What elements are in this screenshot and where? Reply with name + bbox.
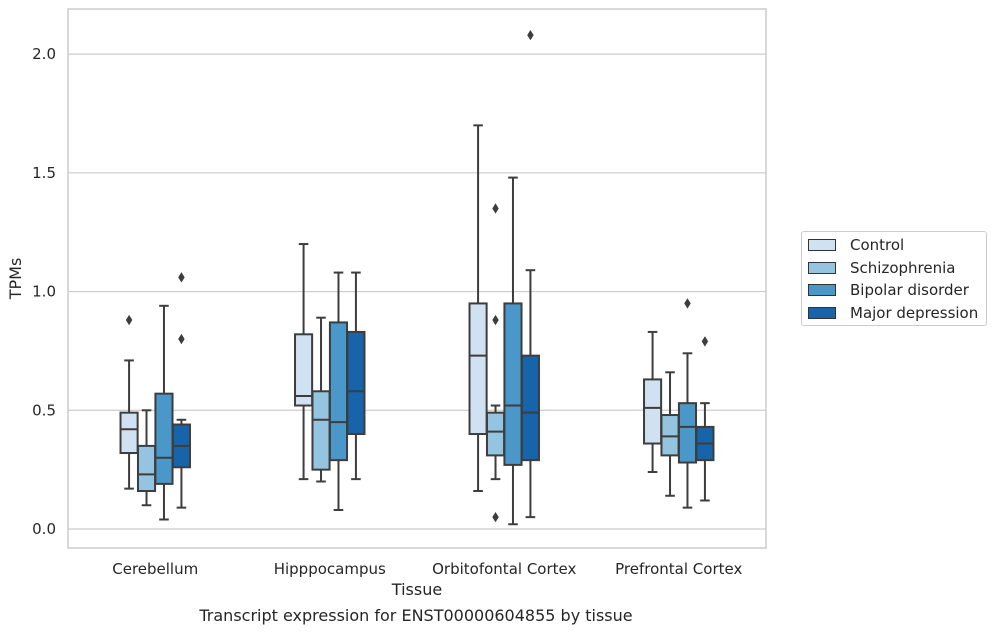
y-tick-label: 2.0 [32, 45, 56, 63]
box-body [643, 378, 663, 445]
box-schizophrenia [485, 203, 506, 523]
outlier-point [178, 333, 185, 345]
box-body [311, 390, 331, 471]
box-major-depression [346, 271, 366, 481]
box-body [294, 333, 314, 407]
box-body [136, 444, 157, 493]
outlier-point [492, 203, 499, 214]
box-body [119, 411, 139, 455]
box-control [119, 314, 139, 490]
legend-label: Control [850, 236, 905, 254]
y-tick-label: 1.5 [32, 164, 56, 182]
outlier-point [178, 272, 185, 283]
box-control [294, 243, 314, 481]
box-schizophrenia [660, 371, 680, 497]
legend-item-schizophrenia: Schizophrenia [808, 259, 955, 277]
legend-item-bipolar-disorder: Bipolar disorder [808, 281, 969, 299]
box-body [328, 321, 349, 462]
box-bipolar-disorder [328, 271, 349, 512]
box-body [677, 402, 698, 464]
legend-item-major-depression: Major depression [808, 304, 978, 322]
legend-swatch [808, 284, 836, 296]
x-axis-label: Tissue [391, 580, 442, 599]
box-body [485, 411, 506, 457]
y-tick-label: 0.5 [32, 401, 56, 419]
outlier-point [492, 511, 499, 523]
legend-item-control: Control [808, 236, 904, 254]
box-body [346, 330, 366, 436]
legend-label: Major depression [850, 304, 979, 322]
y-axis-label: TPMs [6, 258, 25, 301]
legend: Control Schizophrenia Bipolar disorder M… [801, 231, 987, 326]
box-body [520, 354, 540, 462]
legend-swatch [808, 239, 836, 251]
box-schizophrenia [311, 316, 331, 483]
box-bipolar-disorder [677, 298, 698, 509]
x-tick-label: Hipppocampus [274, 560, 386, 578]
box-major-depression [695, 336, 715, 502]
legend-swatch [808, 262, 836, 274]
x-tick-label: Orbitofontal Cortex [432, 560, 576, 578]
y-tick-label: 1.0 [32, 283, 56, 301]
outlier-point [527, 29, 534, 41]
box-body [154, 392, 174, 485]
box-control [643, 330, 663, 474]
box-major-depression [171, 272, 191, 509]
box-schizophrenia [136, 409, 157, 507]
outlier-point [125, 314, 133, 326]
legend-label: Bipolar disorder [850, 281, 969, 299]
outlier-point [492, 314, 499, 326]
box-body [503, 302, 523, 466]
y-tick-label: 0.0 [32, 520, 56, 538]
box-control [468, 124, 488, 493]
legend-label: Schizophrenia [850, 259, 956, 277]
box-bipolar-disorder [503, 176, 523, 526]
plot-frame [67, 8, 767, 549]
x-tick-label: Cerebellum [112, 560, 198, 578]
figure-caption: Transcript expression for ENST0000060485… [199, 606, 633, 625]
legend-swatch [808, 307, 836, 319]
outlier-point [684, 298, 691, 309]
box-bipolar-disorder [154, 304, 174, 521]
box-major-depression [520, 29, 540, 519]
box-body [468, 302, 488, 436]
x-tick-label: Prefrontal Cortex [615, 560, 742, 578]
box-body [660, 414, 680, 457]
outlier-point [701, 336, 709, 347]
